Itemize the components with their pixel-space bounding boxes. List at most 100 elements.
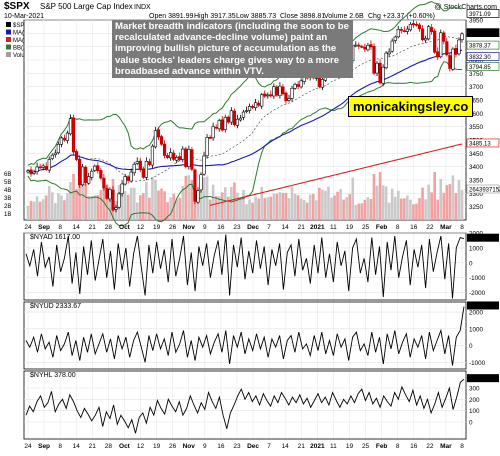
volume-bar (421, 187, 424, 220)
candle-body (226, 116, 230, 123)
date-tick-label: Oct (119, 443, 131, 450)
legend-swatch (6, 52, 11, 57)
date-tick-label: Nov (183, 443, 196, 450)
candle-body (378, 62, 382, 84)
volume-bar (378, 172, 382, 220)
volume-bar (199, 182, 203, 220)
volume-bar (369, 198, 373, 220)
volume-bar (242, 189, 245, 220)
indicator-last-box (467, 374, 499, 383)
candle-body (263, 93, 267, 97)
date-tick-label: 14 (73, 224, 81, 231)
volume-bar (333, 195, 336, 220)
price-tick-label: 3750 (469, 71, 484, 78)
candle-body (269, 94, 273, 97)
annotation-box: Market breadth indicators (including the… (112, 20, 353, 79)
candle-body (126, 176, 130, 181)
candle-body (384, 52, 388, 69)
candle-body (68, 118, 73, 135)
volume-bar (90, 196, 94, 220)
indicator-last-label: 2333.67 (469, 304, 491, 310)
candle-body (408, 23, 413, 31)
volume-bar (248, 199, 251, 220)
date-tick-label: 24 (24, 443, 32, 450)
candle-body (117, 193, 121, 208)
date-tick-label: 14 (282, 224, 290, 231)
volume-bar (278, 192, 282, 220)
date-tick-label: 8 (460, 443, 464, 450)
candle-body (105, 187, 109, 199)
volume-bar (87, 195, 90, 220)
candle-body (281, 86, 285, 95)
volume-bar (190, 180, 194, 220)
volume-bar (220, 192, 224, 220)
last-value-label: 3898.81 (469, 31, 491, 37)
price-tick-label: 3300 (469, 191, 484, 198)
volume-bar (29, 200, 33, 220)
last-value-box (466, 62, 500, 71)
date-tick-label: 7 (267, 224, 271, 231)
candle-body (414, 23, 419, 26)
candle-body (77, 158, 82, 186)
candle-body (411, 23, 416, 26)
date-tick-label: 2021 (310, 224, 325, 231)
candle-body (150, 145, 155, 166)
candle-body (132, 163, 136, 174)
volume-bar (138, 195, 142, 220)
price-tick-label: 3350 (469, 178, 484, 185)
volume-bar (63, 200, 66, 220)
date-tick-label: 16 (217, 443, 225, 450)
nyhl-panel: 0 100 200 300 378.00 (23, 370, 499, 440)
volume-bar (236, 192, 239, 220)
candle-body (320, 79, 324, 88)
candle-body (135, 161, 139, 164)
volume-bar (50, 192, 54, 220)
volume-bar (311, 193, 315, 220)
volume-bar (72, 174, 75, 220)
indicator-last-box (467, 233, 499, 242)
last-value-box (466, 40, 500, 50)
candle-body (202, 155, 206, 175)
date-tick-label: 23 (233, 224, 241, 231)
date-tick-label: 19 (153, 224, 161, 231)
date-tick-label: Dec (247, 224, 259, 231)
price-tick-label: 3800 (469, 58, 484, 65)
candle-body (357, 44, 361, 47)
volume-bar (126, 194, 130, 220)
volume-bar (230, 186, 233, 220)
date-tick-label: 2021 (310, 443, 325, 450)
volume-bar (296, 195, 300, 220)
volume-bar (354, 204, 358, 220)
indicator-tick-label: 200 (469, 397, 480, 404)
date-tick-label: 21 (298, 443, 306, 450)
header-name: S&P 500 Large Cap Index (40, 2, 133, 11)
volume-bar (287, 198, 291, 220)
candle-body (47, 159, 51, 171)
candle-body (372, 46, 376, 74)
candle-body (423, 38, 428, 41)
candle-body (366, 45, 370, 51)
price-tick-label: 3400 (469, 164, 484, 171)
candle-body (147, 161, 151, 165)
indicator-tick-label: 2000 (469, 310, 484, 317)
last-value-box (466, 184, 500, 194)
date-tick-label: Mar (440, 224, 452, 231)
volume-tick-label: 6B (4, 172, 11, 178)
candle-body (193, 169, 197, 202)
candle-body (363, 46, 367, 50)
candle-body (138, 160, 142, 170)
date-tick-label: 16 (410, 443, 418, 450)
candle-body (74, 151, 79, 160)
candle-body (390, 40, 394, 52)
indicator-tick-label: -1000 (469, 360, 486, 367)
volume-bar (439, 179, 443, 220)
candle-body (102, 177, 106, 189)
volume-bar (208, 199, 212, 220)
indicator-line (25, 378, 465, 434)
volume-bar (96, 195, 100, 220)
volume-bar (442, 192, 446, 220)
candle-body (387, 51, 391, 55)
candle-body (144, 161, 148, 178)
candle-body (402, 30, 406, 32)
volume-bar (315, 200, 318, 220)
